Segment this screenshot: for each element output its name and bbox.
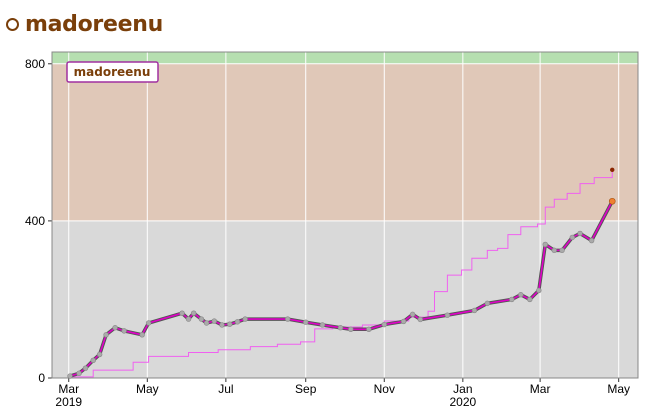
rating-point	[227, 321, 233, 327]
rating-point	[337, 325, 344, 331]
rating-point	[211, 318, 217, 324]
x-tick-label: Nov	[374, 382, 395, 396]
x-tick-label: Jul	[218, 382, 233, 396]
rating-point	[381, 321, 387, 328]
legend-box	[66, 61, 159, 83]
x-tick-label: Mar	[58, 382, 79, 396]
rating-point	[542, 241, 548, 248]
rating-point	[234, 319, 241, 325]
rating-point	[145, 320, 152, 326]
rating-point	[366, 326, 372, 332]
circle-icon	[6, 17, 19, 31]
rating-point	[96, 351, 103, 358]
rating-point	[509, 296, 515, 303]
rating-point	[190, 310, 197, 316]
rating-point	[577, 230, 583, 237]
rating-point	[319, 322, 326, 328]
page-title: madoreenu	[6, 8, 163, 40]
rating-point	[121, 328, 127, 334]
rating-point	[219, 322, 225, 328]
rating-point	[569, 234, 576, 241]
rating-point	[198, 316, 205, 322]
rating-point	[82, 365, 89, 371]
x-tick-label: May	[607, 382, 630, 396]
plot-frame	[51, 51, 639, 379]
rating-point	[139, 332, 145, 338]
x-tick-label: Sep	[295, 382, 317, 396]
rating-point	[303, 319, 309, 325]
rating-point	[527, 296, 533, 303]
rating-band-1	[52, 63, 638, 221]
y-tick-label: 800	[25, 57, 45, 71]
rating-point	[444, 312, 451, 318]
x-tick-year-label: 2020	[449, 395, 476, 409]
peak-rating-marker	[610, 167, 615, 173]
rating-point	[559, 247, 565, 254]
rating-point	[484, 300, 491, 307]
rating-point	[551, 247, 557, 254]
rating-point	[76, 370, 82, 376]
rating-point	[179, 310, 185, 316]
rating-point	[284, 316, 291, 322]
page-title-text: madoreenu	[25, 11, 163, 37]
rating-point	[242, 316, 248, 322]
rating-point	[417, 316, 424, 323]
y-tick-label: 0	[38, 371, 45, 385]
x-tick-year-label: 2019	[55, 395, 82, 409]
rating-band-0	[52, 220, 638, 378]
rating-point	[518, 292, 524, 298]
legend: madoreenu	[66, 61, 159, 83]
rating-point	[400, 318, 407, 325]
legend-label: madoreenu	[74, 65, 151, 79]
rating-point	[471, 307, 478, 314]
y-tick-label: 400	[25, 214, 45, 228]
rating-point	[588, 237, 595, 244]
rating-point	[112, 325, 118, 331]
rating-point	[203, 320, 210, 326]
x-tick-label: Jan	[453, 382, 472, 396]
x-tick-label: May	[136, 382, 159, 396]
rating-point	[409, 311, 416, 318]
rating-point	[90, 357, 96, 364]
rating-point	[67, 373, 73, 379]
rating-point	[536, 287, 542, 294]
rating-point	[185, 316, 192, 322]
rating-point	[348, 326, 354, 332]
rating-point	[103, 332, 109, 338]
rating-band-2	[52, 52, 638, 64]
peak-rating-line	[70, 169, 613, 378]
x-tick-label: Mar	[530, 382, 551, 396]
current-rating-marker	[608, 197, 616, 205]
